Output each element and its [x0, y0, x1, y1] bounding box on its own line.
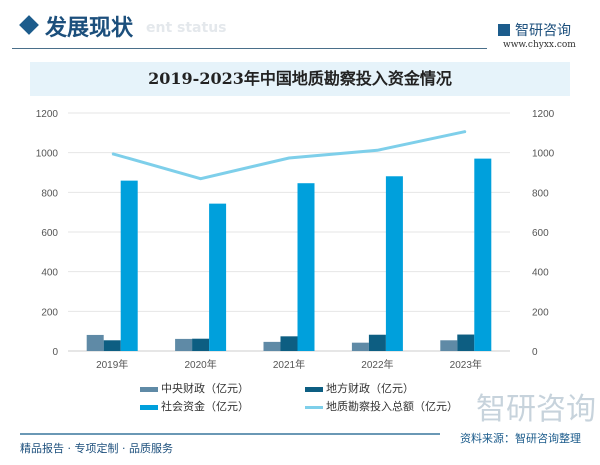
y-left-tick-label: 200 [41, 307, 58, 318]
header-divider [12, 48, 487, 49]
bar-central [175, 338, 193, 351]
legend-item: 中央财政（亿元） [140, 380, 249, 396]
x-tick-label: 2020年 [184, 358, 216, 371]
bar-local [280, 336, 298, 351]
section-title: 发展现状 [45, 15, 134, 41]
legend-label: 地方财政（亿元） [326, 382, 414, 395]
legend-label: 中央财政（亿元） [161, 382, 249, 395]
bar-social [385, 176, 403, 351]
legend-label: 地质勘察投入总额（亿元） [326, 400, 458, 413]
bar-central [351, 342, 369, 351]
legend-swatch [305, 386, 323, 392]
bar-local [457, 334, 475, 351]
y-right-tick-label: 200 [532, 307, 549, 318]
y-left-tick-label: 800 [41, 188, 58, 199]
bar-local [192, 338, 210, 351]
y-right-tick-label: 800 [532, 188, 549, 199]
legend-item: 社会资金（亿元） [140, 398, 249, 414]
line-point [465, 130, 467, 132]
y-left-tick-label: 1200 [36, 109, 59, 120]
y-left-tick-label: 0 [52, 347, 58, 358]
y-right-tick-label: 1000 [532, 149, 555, 160]
bar-social [474, 158, 492, 351]
chart-title-box: 2019-2023年中国地质勘察投入资金情况 [30, 62, 570, 96]
bar-local [103, 340, 121, 351]
x-tick-label: 2023年 [450, 358, 482, 371]
watermark-logo: 智研咨询 [476, 392, 596, 427]
x-tick-label: 2019年 [96, 358, 128, 371]
y-left-tick-label: 600 [41, 228, 58, 239]
legend-label: 社会资金（亿元） [161, 400, 249, 413]
chart: 0 0 200 200 400 400 600 600 800 800 1000 1000 1200 12… [36, 109, 555, 371]
line-total [111, 129, 467, 181]
x-tick-label: 2022年 [361, 358, 393, 371]
line-point [288, 157, 290, 159]
legend-item: 地方财政（亿元） [305, 380, 414, 396]
line-point [111, 153, 113, 155]
logo-text: 智研咨询 [515, 23, 571, 39]
source-note: 资料来源：智研咨询整理 [460, 432, 581, 445]
legend-item: 地质勘察投入总额（亿元） [305, 398, 458, 414]
x-tick-label: 2021年 [273, 358, 305, 371]
logo-url: www.chyxx.com [503, 40, 576, 50]
footer-slogan: 精品报告 · 专项定制 · 品质服务 [20, 442, 173, 455]
bar-central [263, 341, 281, 351]
bar-central [440, 340, 458, 351]
y-right-tick-label: 600 [532, 228, 549, 239]
chart-title: 2019-2023年中国地质勘察投入资金情况 [148, 69, 452, 88]
y-left-tick-label: 1000 [36, 149, 59, 160]
bar-central [86, 334, 104, 351]
legend-swatch [140, 404, 158, 410]
legend-swatch [140, 386, 158, 392]
y-right-tick-label: 400 [532, 268, 549, 279]
logo-icon [498, 24, 510, 36]
legend-swatch [305, 405, 323, 409]
line-point [200, 178, 202, 180]
line-point [376, 149, 378, 151]
y-right-tick-label: 0 [532, 347, 538, 358]
bar-local [368, 334, 386, 351]
bar-social [209, 203, 227, 351]
y-left-tick-label: 400 [41, 268, 58, 279]
y-right-tick-label: 1200 [532, 109, 555, 120]
bar-social [297, 183, 315, 351]
bar-social [120, 180, 138, 351]
section-title-en: ent status [146, 20, 227, 36]
footer-divider [20, 433, 440, 435]
diamond-icon [19, 15, 39, 35]
logo: 智研咨询 [498, 20, 571, 40]
